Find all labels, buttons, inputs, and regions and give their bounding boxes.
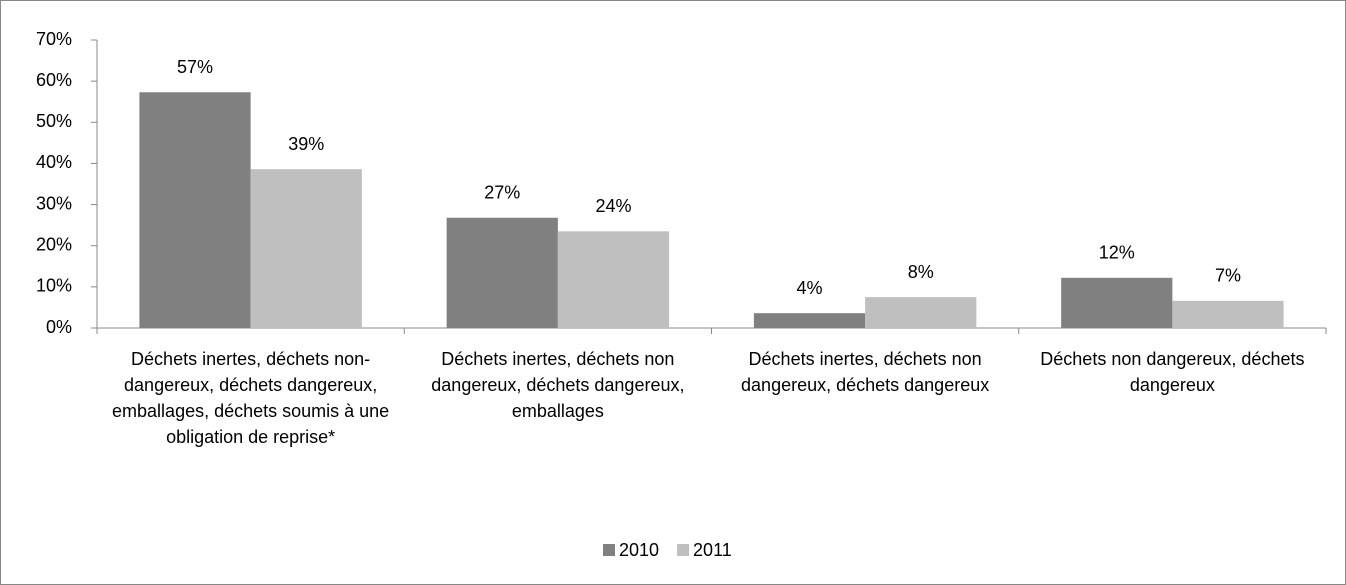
value-label: 24% [595,196,631,216]
x-tick-label: Déchets inertes, déchets non dangereux, … [431,349,685,421]
value-label: 4% [797,278,823,298]
value-label: 27% [484,182,520,202]
bar [1172,300,1284,328]
y-tick-label: 0% [46,317,72,337]
value-label: 12% [1099,243,1135,263]
bar [865,297,977,328]
x-tick-label: Déchets inertes, déchets non dangereux, … [741,349,990,395]
bar [139,92,251,328]
bar [557,231,670,328]
legend-label: 2010 [619,540,659,560]
value-label: 57% [177,57,213,77]
value-label: 39% [288,134,324,154]
value-label: 8% [908,262,934,282]
y-tick-label: 60% [36,70,72,90]
y-tick-label: 10% [36,276,72,296]
bar [1061,277,1173,328]
bar [250,169,362,328]
y-tick-label: 30% [36,193,72,213]
y-tick-label: 20% [36,234,72,254]
y-tick-label: 70% [36,29,72,49]
y-tick-label: 40% [36,152,72,172]
legend-label: 2011 [693,540,732,560]
value-label: 7% [1215,266,1241,286]
legend-swatch [603,544,615,556]
x-tick-label: Déchets inertes, déchets non-dangereux, … [112,349,390,447]
y-tick-label: 50% [36,111,72,131]
bar [753,313,866,328]
bar [446,217,558,328]
x-tick-label: Déchets non dangereux, déchets dangereux [1040,349,1305,395]
legend-swatch [677,544,690,556]
